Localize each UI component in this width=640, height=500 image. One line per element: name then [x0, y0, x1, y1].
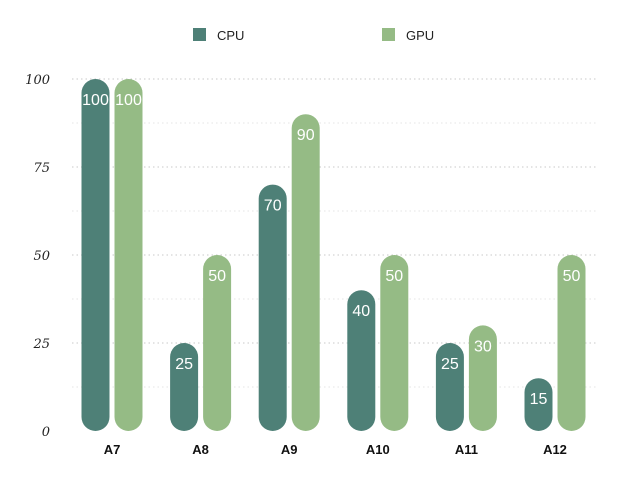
legend-label: GPU — [406, 28, 434, 43]
y-tick-label: 0 — [42, 425, 50, 440]
bar-cpu-a11 — [435, 343, 464, 431]
bar-cpu-a9 — [258, 184, 287, 431]
bar-cpu-a7 — [81, 79, 110, 431]
x-tick-label: A12 — [543, 442, 567, 457]
y-tick-label: 75 — [33, 161, 50, 176]
y-axis: 0 25 50 75 100 — [25, 73, 50, 440]
data-label: 100 — [115, 92, 142, 109]
bar-gpu-a7 — [114, 79, 143, 431]
bar-gpu-a9 — [291, 114, 320, 431]
x-tick-label: A9 — [281, 442, 298, 457]
data-label: 50 — [385, 268, 403, 285]
bars: 100 100 25 50 70 90 40 50 25 30 15 50 — [81, 79, 586, 431]
grid — [72, 78, 598, 388]
y-tick-label: 25 — [32, 337, 50, 352]
data-label: 25 — [175, 356, 193, 373]
bar-cpu-a12 — [524, 378, 553, 431]
x-tick-label: A7 — [104, 442, 121, 457]
data-label: 100 — [82, 92, 109, 109]
data-label: 50 — [563, 268, 581, 285]
bar-gpu-a12 — [557, 255, 586, 431]
legend: CPU GPU — [193, 28, 434, 43]
x-tick-label: A11 — [455, 442, 478, 457]
bar-gpu-a10 — [380, 255, 409, 431]
data-label: 70 — [264, 198, 282, 215]
data-label: 50 — [208, 268, 226, 285]
legend-swatch — [193, 28, 206, 41]
data-label: 40 — [352, 303, 370, 320]
bar-cpu-a8 — [170, 343, 199, 431]
legend-label: CPU — [217, 28, 244, 43]
y-tick-label: 100 — [25, 73, 50, 88]
data-label: 15 — [530, 391, 548, 408]
bar-gpu-a8 — [203, 255, 232, 431]
data-label: 90 — [297, 127, 315, 144]
x-axis: A7 A8 A9 A10 A11 A12 — [104, 442, 567, 457]
data-label: 30 — [474, 338, 492, 355]
bar-gpu-a11 — [468, 325, 497, 431]
x-tick-label: A10 — [366, 442, 390, 457]
bar-cpu-a10 — [347, 290, 376, 431]
legend-swatch — [382, 28, 395, 41]
data-label: 25 — [441, 356, 459, 373]
x-tick-label: A8 — [192, 442, 209, 457]
y-tick-label: 50 — [33, 249, 50, 264]
